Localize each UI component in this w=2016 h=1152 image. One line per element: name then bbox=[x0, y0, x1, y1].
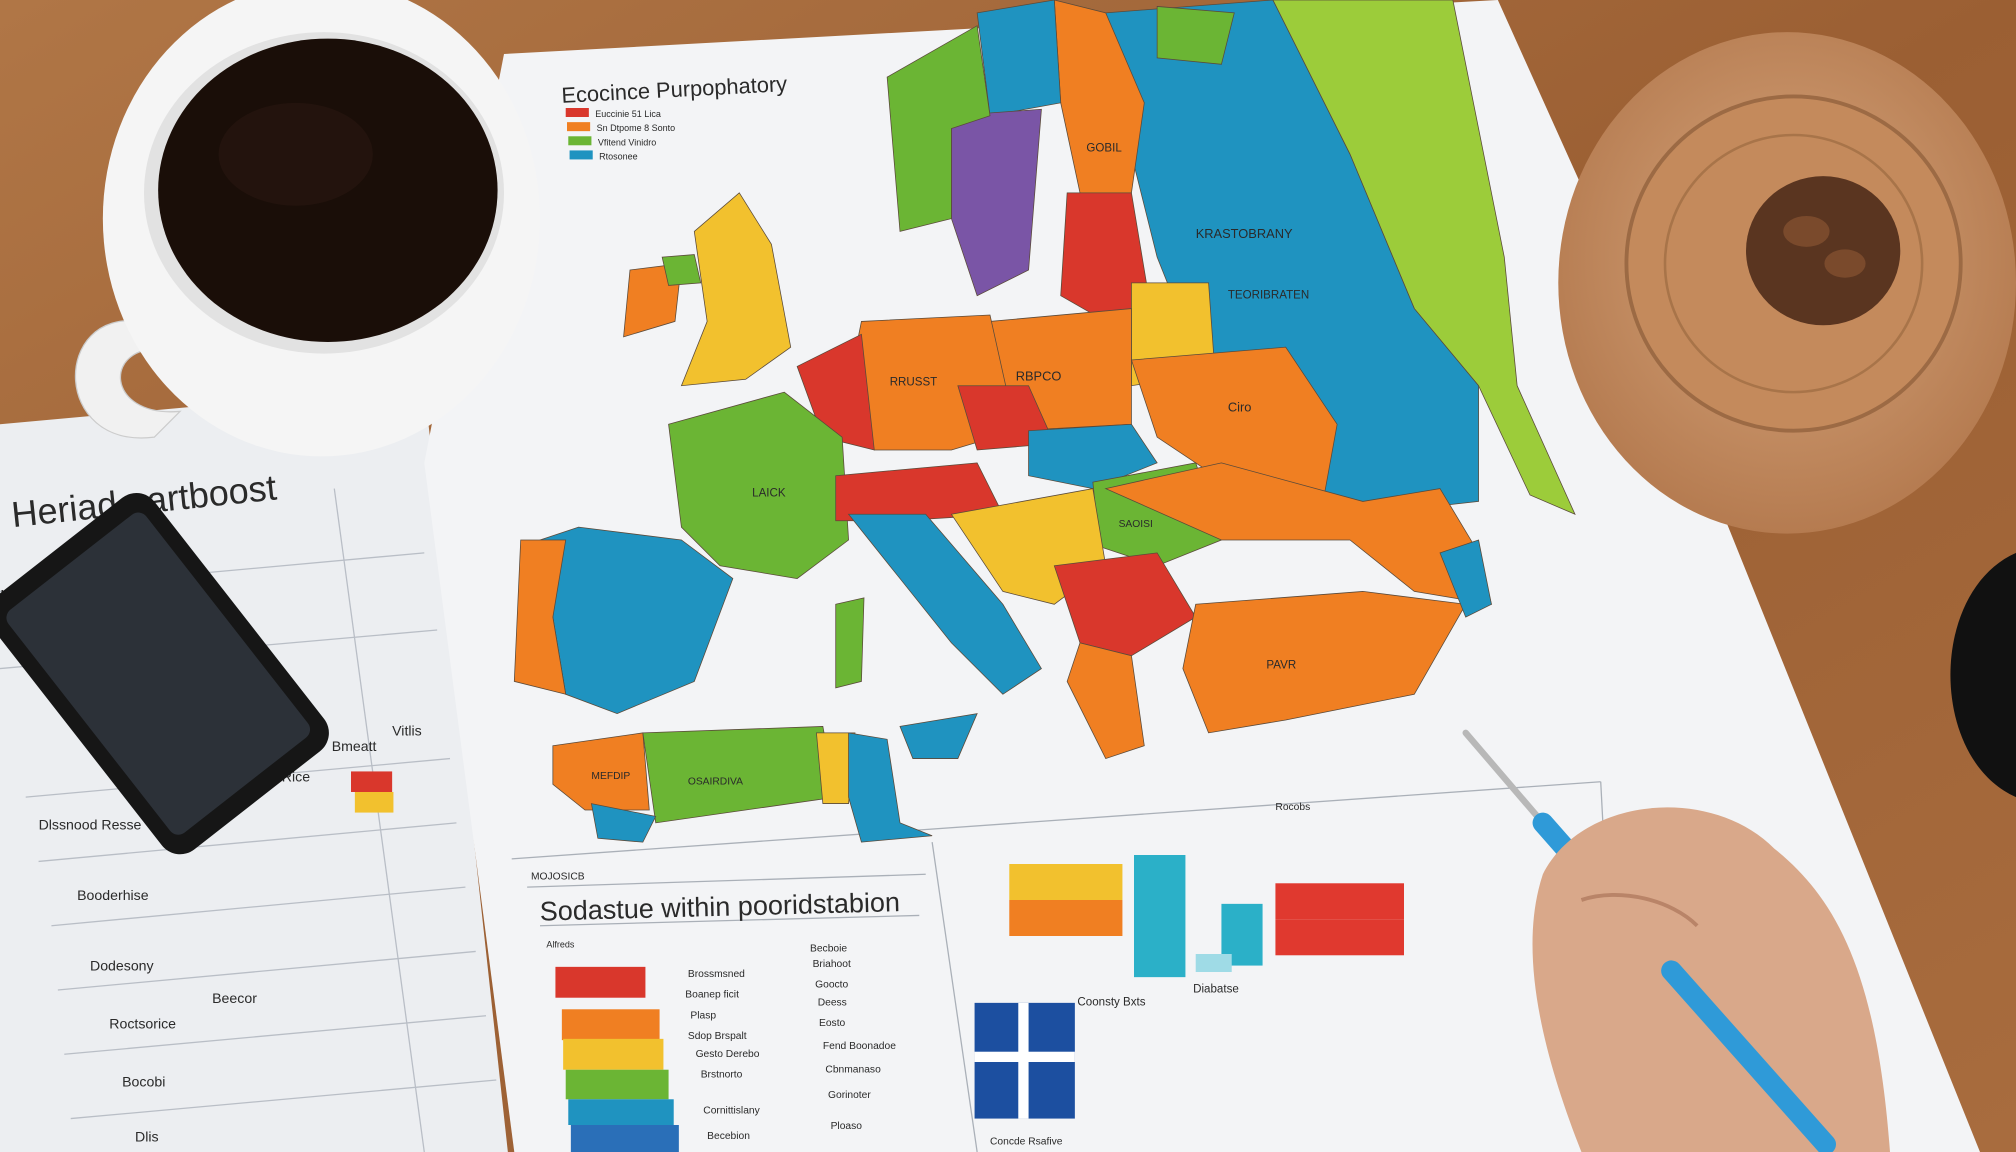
map-region bbox=[1066, 642, 1145, 760]
europe-map bbox=[513, 0, 1576, 843]
section-subtitle: Alfreds bbox=[546, 940, 575, 950]
map-region bbox=[886, 25, 991, 232]
legend-swatch-blue bbox=[569, 150, 593, 160]
side-column-label: Bmeatt bbox=[332, 738, 377, 754]
coffee-beans bbox=[1746, 176, 1901, 326]
map-label: RBPCO bbox=[1016, 369, 1062, 384]
svg-text:Brossmsned: Brossmsned bbox=[688, 969, 745, 980]
side-swatch-yellow bbox=[354, 792, 394, 813]
map-region bbox=[848, 732, 933, 843]
blue-flag-graphic bbox=[974, 1002, 1075, 1119]
stacked-legend-bars bbox=[555, 966, 679, 1152]
wooden-coaster bbox=[1558, 32, 2016, 534]
legend-swatch-orange bbox=[567, 122, 591, 132]
svg-text:Fend Boonadoe: Fend Boonadoe bbox=[823, 1041, 896, 1052]
map-label: OSAIRDIVA bbox=[688, 776, 743, 787]
svg-text:Deess: Deess bbox=[818, 997, 847, 1008]
legend-rows: Brossmsned Boanep ficit Plasp Sdop Brspa… bbox=[685, 943, 896, 1142]
footer-label: Concde Rsafive bbox=[990, 1136, 1063, 1147]
map-region bbox=[976, 0, 1062, 117]
svg-text:Cornittislany: Cornittislany bbox=[703, 1105, 760, 1116]
map-region bbox=[899, 713, 978, 759]
map-label: SAOISI bbox=[1119, 519, 1153, 530]
map-label: PAVR bbox=[1266, 660, 1296, 672]
svg-text:Goocto: Goocto bbox=[815, 979, 848, 990]
map-label: KRASTOBRANY bbox=[1196, 226, 1293, 241]
legend-label: Euccinie 51 Lica bbox=[595, 109, 661, 119]
svg-text:Gesto Derebo: Gesto Derebo bbox=[696, 1049, 760, 1060]
legend-label: Rtosonee bbox=[599, 151, 638, 161]
map-region bbox=[668, 391, 849, 579]
map-region bbox=[1156, 6, 1235, 65]
svg-text:Plasp: Plasp bbox=[690, 1010, 716, 1021]
map-region bbox=[680, 192, 792, 387]
map-region bbox=[1028, 423, 1158, 489]
side-row: Dlssnood Resse bbox=[39, 816, 142, 832]
svg-text:Sdop Brspalt: Sdop Brspalt bbox=[688, 1031, 747, 1042]
map-label: GOBIL bbox=[1086, 143, 1122, 155]
map-region bbox=[816, 732, 856, 804]
map-region bbox=[835, 597, 865, 689]
side-row: Bocobi bbox=[122, 1073, 165, 1089]
map-region bbox=[1182, 591, 1467, 734]
side-row: Dodesony bbox=[90, 958, 155, 974]
side-row: Dlis bbox=[135, 1129, 159, 1145]
legend-swatch-green bbox=[568, 136, 592, 146]
map-label: TEORIBRATEN bbox=[1228, 289, 1309, 301]
svg-text:Becboie: Becboie bbox=[810, 943, 847, 954]
svg-text:Briahoot: Briahoot bbox=[813, 959, 851, 970]
map-label: RRUSST bbox=[890, 377, 938, 389]
map-region bbox=[1053, 552, 1197, 657]
svg-text:Boanep ficit: Boanep ficit bbox=[685, 990, 739, 1001]
svg-text:Eosto: Eosto bbox=[819, 1018, 846, 1029]
pen-front bbox=[1661, 960, 1837, 1152]
smartphone bbox=[0, 493, 329, 855]
svg-text:Ploaso: Ploaso bbox=[831, 1121, 863, 1132]
map-region bbox=[661, 254, 702, 286]
hand bbox=[1532, 807, 1890, 1152]
map-region bbox=[513, 539, 567, 695]
legend-label: Vfitend Vinidro bbox=[598, 137, 656, 147]
chart-label: Coonsty Bxts bbox=[1077, 996, 1145, 1008]
side-column-label: Vitlis bbox=[392, 722, 422, 738]
map-region bbox=[835, 462, 1004, 522]
svg-text:Gorinoter: Gorinoter bbox=[828, 1090, 871, 1101]
magnifier-edge bbox=[1950, 552, 2016, 798]
chart-label: Diabatse bbox=[1193, 984, 1239, 996]
svg-text:Brstnorto: Brstnorto bbox=[701, 1069, 743, 1080]
bar-graphic bbox=[1009, 855, 1404, 978]
map-label: Ciro bbox=[1228, 399, 1252, 414]
side-row: Booderhise bbox=[77, 887, 149, 903]
map-region bbox=[796, 333, 875, 451]
map-region bbox=[590, 803, 657, 843]
map-region bbox=[1439, 539, 1492, 618]
svg-text:Cbnmanaso: Cbnmanaso bbox=[825, 1064, 881, 1075]
legend-label: Sn Dtpome 8 Sonto bbox=[597, 123, 676, 133]
map-label: LAICK bbox=[752, 487, 786, 499]
side-row: Beecor bbox=[212, 990, 257, 1006]
side-row: Roctsorice bbox=[109, 1016, 176, 1032]
map-region bbox=[847, 513, 1042, 695]
legend-swatch-red bbox=[565, 108, 589, 117]
coffee-mug bbox=[74, 0, 540, 457]
svg-text:Becebion: Becebion bbox=[707, 1131, 750, 1142]
map-label: MEFDIP bbox=[591, 771, 630, 782]
map-scale-note: Rocobs bbox=[1275, 802, 1310, 813]
side-swatch-red bbox=[351, 771, 393, 792]
section-tag: MOJOSICB bbox=[531, 871, 585, 882]
